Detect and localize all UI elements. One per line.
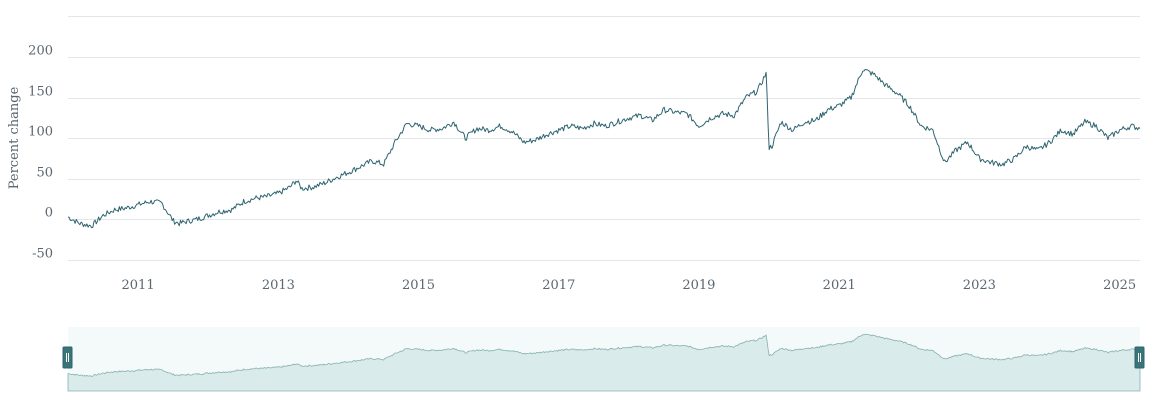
navigator[interactable] [62,327,1145,392]
y-tick-label: 200 [28,44,53,59]
navigator-left-handle[interactable] [62,346,73,369]
y-axis-ticks: -50 0 50 100 150 200 [28,44,53,262]
x-axis-ticks: 2011 2013 2015 2017 2019 2021 2023 2025 [122,278,1137,293]
y-tick-label: -50 [32,247,53,262]
x-tick-label: 2023 [963,278,996,293]
y-tick-label: 150 [28,85,53,100]
navigator-right-handle[interactable] [1134,346,1145,369]
x-tick-label: 2025 [1103,278,1136,293]
y-tick-label: 0 [45,206,53,221]
grid-lines [68,16,1140,261]
x-tick-label: 2011 [122,278,155,293]
y-axis-title: Percent change [7,86,22,189]
x-tick-label: 2015 [402,278,435,293]
x-tick-label: 2017 [542,278,575,293]
navigator-series-area [67,333,1141,392]
series-line-main [67,69,1141,229]
x-tick-label: 2013 [262,278,295,293]
y-tick-label: 50 [36,166,53,181]
x-tick-label: 2019 [682,278,715,293]
y-tick-label: 100 [28,125,53,140]
x-tick-label: 2021 [823,278,856,293]
